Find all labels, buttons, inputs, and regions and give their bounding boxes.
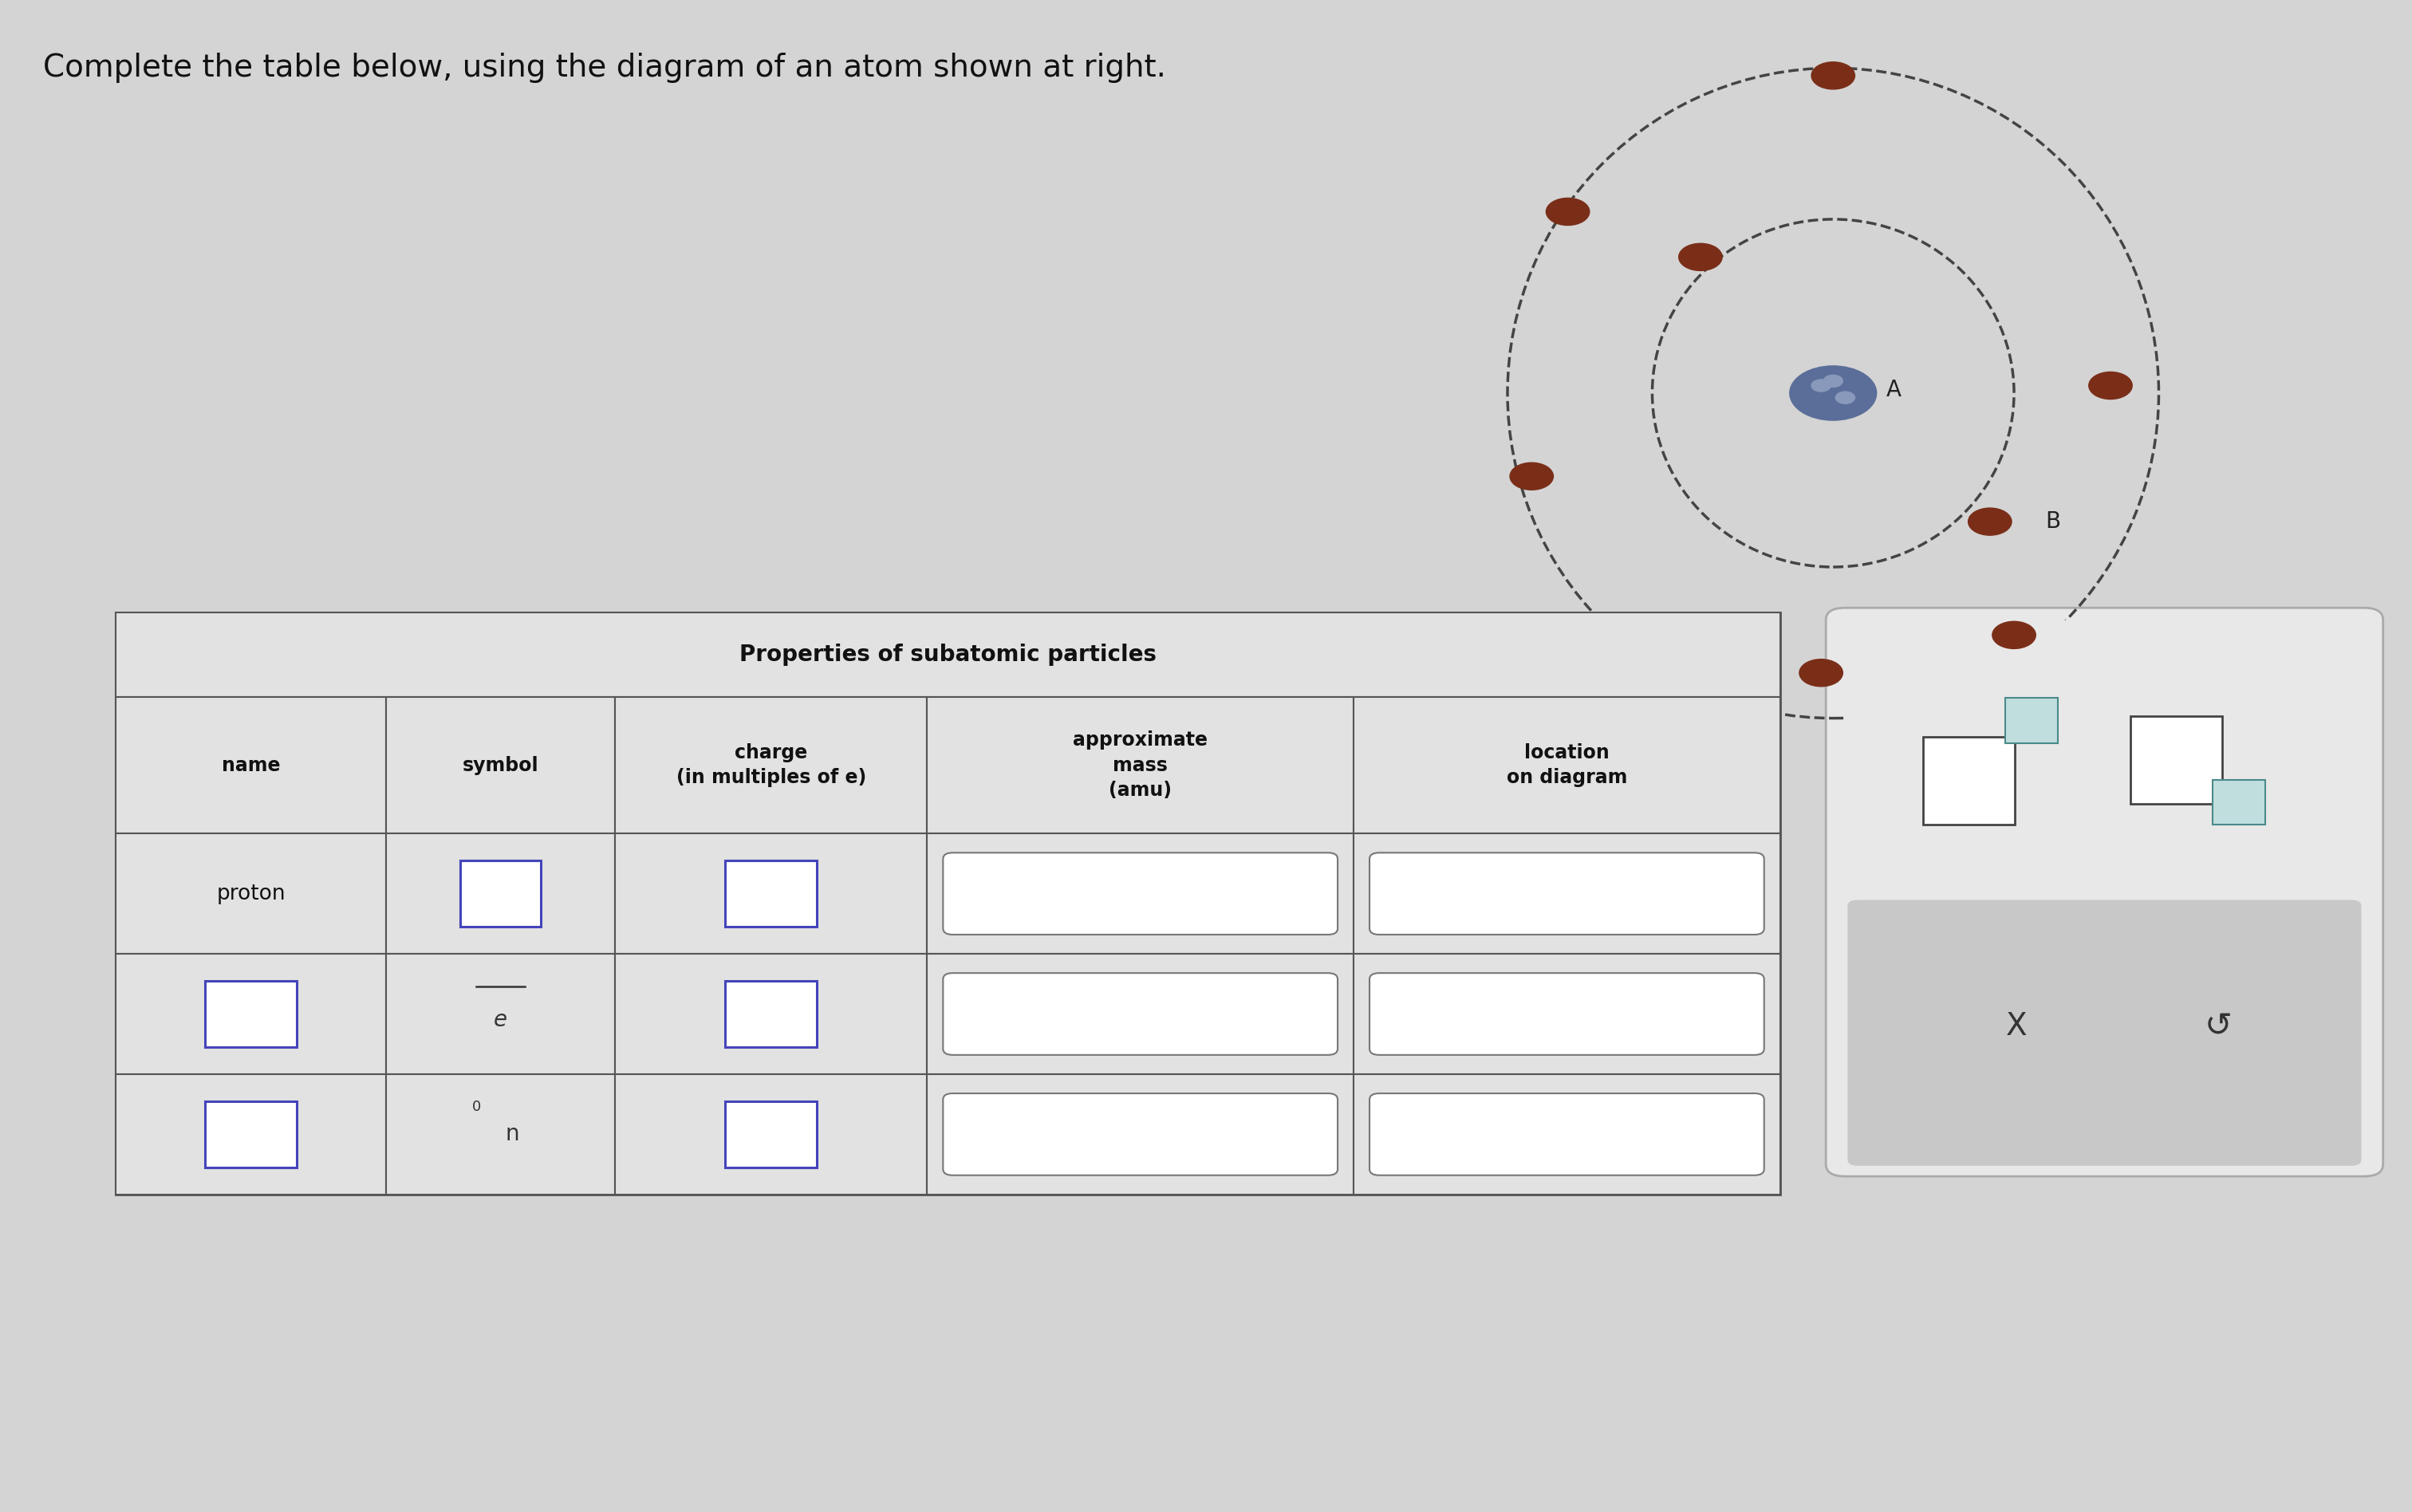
Text: X: X xyxy=(2007,1012,2026,1042)
Text: (choose one): (choose one) xyxy=(1076,1007,1177,1022)
Bar xyxy=(726,1101,818,1167)
Text: n: n xyxy=(507,1123,519,1146)
FancyBboxPatch shape xyxy=(1848,900,2361,1166)
Text: ∨: ∨ xyxy=(1293,1126,1302,1142)
Bar xyxy=(386,954,615,1074)
Bar xyxy=(615,1074,926,1194)
Text: ∨: ∨ xyxy=(1720,886,1729,901)
Circle shape xyxy=(1823,375,1843,387)
Bar xyxy=(1353,954,1780,1074)
Bar xyxy=(116,833,386,954)
Text: B: B xyxy=(2045,511,2060,532)
FancyBboxPatch shape xyxy=(943,1093,1339,1175)
Text: symbol: symbol xyxy=(463,756,538,774)
Text: charge
(in multiples of e): charge (in multiples of e) xyxy=(675,742,866,788)
Circle shape xyxy=(1811,62,1855,89)
Text: A: A xyxy=(1886,380,1901,401)
FancyBboxPatch shape xyxy=(943,974,1339,1055)
Bar xyxy=(116,612,1780,697)
Circle shape xyxy=(1992,621,2036,649)
Circle shape xyxy=(1679,243,1722,271)
Circle shape xyxy=(2089,372,2132,399)
FancyBboxPatch shape xyxy=(1845,620,2364,906)
Bar xyxy=(615,833,926,954)
Bar xyxy=(386,697,615,833)
Circle shape xyxy=(1799,659,1843,686)
Circle shape xyxy=(1510,463,1553,490)
FancyBboxPatch shape xyxy=(1826,608,2383,1176)
Bar xyxy=(726,860,818,927)
Text: location
on diagram: location on diagram xyxy=(1508,742,1628,788)
FancyBboxPatch shape xyxy=(1370,1093,1763,1175)
Bar xyxy=(1353,1074,1780,1194)
Circle shape xyxy=(1968,508,2012,535)
Bar xyxy=(461,860,540,927)
Text: (choose one): (choose one) xyxy=(1500,1007,1602,1022)
Text: proton: proton xyxy=(217,883,285,904)
Circle shape xyxy=(1790,366,1877,420)
Bar xyxy=(1353,697,1780,833)
Bar xyxy=(386,833,615,954)
Bar xyxy=(926,954,1353,1074)
Bar xyxy=(386,1074,615,1194)
Bar xyxy=(615,954,926,1074)
Bar xyxy=(726,981,818,1048)
Text: (choose one): (choose one) xyxy=(1076,1126,1177,1142)
Bar xyxy=(926,1074,1353,1194)
Bar xyxy=(116,1074,386,1194)
Text: ∨: ∨ xyxy=(1720,1007,1729,1021)
Text: ∨: ∨ xyxy=(1720,1126,1729,1142)
Bar xyxy=(1922,738,2014,826)
Bar xyxy=(1353,833,1780,954)
Text: (choose one): (choose one) xyxy=(1500,886,1602,901)
Text: Complete the table below, using the diagram of an atom shown at right.: Complete the table below, using the diag… xyxy=(43,53,1167,83)
Bar xyxy=(205,1101,297,1167)
Text: Properties of subatomic particles: Properties of subatomic particles xyxy=(740,644,1155,665)
Circle shape xyxy=(1546,198,1590,225)
FancyBboxPatch shape xyxy=(943,853,1339,934)
Circle shape xyxy=(1836,392,1855,404)
Bar xyxy=(2004,699,2057,744)
Bar xyxy=(205,981,297,1048)
Text: ↺: ↺ xyxy=(2205,1010,2234,1043)
Bar xyxy=(116,697,386,833)
Bar xyxy=(926,833,1353,954)
Bar xyxy=(2212,780,2265,826)
Bar xyxy=(116,954,386,1074)
FancyBboxPatch shape xyxy=(1370,974,1763,1055)
Text: approximate
mass
(amu): approximate mass (amu) xyxy=(1073,730,1208,800)
Circle shape xyxy=(1811,380,1831,392)
Bar xyxy=(116,612,1780,1194)
Text: ∨: ∨ xyxy=(1293,1007,1302,1021)
Text: ∨: ∨ xyxy=(1293,886,1302,901)
Bar xyxy=(2130,717,2221,804)
Text: (choose one): (choose one) xyxy=(1076,886,1177,901)
Text: 0: 0 xyxy=(473,1099,480,1114)
Text: (choose one): (choose one) xyxy=(1500,1126,1602,1142)
Text: e: e xyxy=(494,1009,507,1031)
Text: name: name xyxy=(222,756,280,774)
FancyBboxPatch shape xyxy=(1370,853,1763,934)
Bar xyxy=(615,697,926,833)
Bar xyxy=(926,697,1353,833)
